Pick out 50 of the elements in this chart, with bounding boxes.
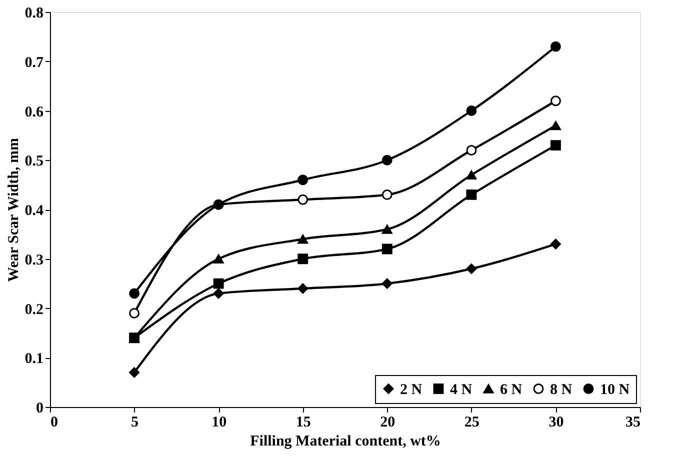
y-tick-label: 0.3 [24,252,44,268]
legend-label: 6 N [500,382,522,398]
point [298,234,308,244]
legend-label: 4 N [450,382,472,398]
x-tick-label: 20 [380,414,396,430]
point [382,189,392,200]
point [466,264,477,274]
x-tick-label: 15 [296,414,311,430]
point [129,308,140,318]
point [550,140,561,151]
point [129,288,140,299]
y-tick-label: 0.8 [24,6,44,22]
point [298,283,308,294]
x-tick-label: 35 [626,414,640,430]
y-tick-label: 0.2 [24,302,44,318]
point [550,41,561,52]
legend-label: 8 N [550,382,572,398]
y-tick-label: 0.6 [24,104,44,120]
x-tick-label: 30 [548,414,564,430]
point [213,254,224,264]
point [466,189,477,200]
x-tick-label: 25 [464,414,480,430]
point [298,174,308,186]
point [298,194,308,205]
point [550,238,561,250]
point [382,154,392,166]
point [382,244,392,254]
y-tick-label: 0.4 [24,203,44,219]
point [129,367,140,378]
y-axis-title: Wear Scar Width, mm [6,138,22,282]
x-tick-label: 5 [131,414,139,430]
point [550,96,561,106]
point [550,120,561,130]
x-axis-title: Filling Material content, wt% [250,434,441,450]
point [382,278,392,289]
y-tick-label: 0 [36,400,44,416]
point [213,278,224,289]
point [466,106,477,116]
x-tick-label: 10 [212,414,227,430]
y-tick-label: 0.5 [24,154,44,170]
legend-label: 10 N [600,382,630,398]
y-tick-label: 0.1 [24,351,44,368]
point [466,145,477,156]
y-tick-label: 0.7 [24,54,44,71]
point [298,254,308,264]
point [382,224,392,234]
x-tick-label: 0 [50,414,58,430]
point [466,170,477,180]
legend-label: 2 N [400,382,422,398]
point [213,288,224,299]
